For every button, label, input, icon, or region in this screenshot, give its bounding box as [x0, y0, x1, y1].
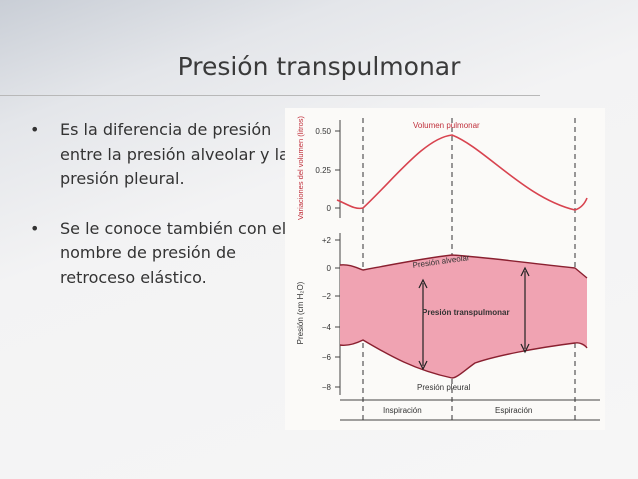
- y-tick-label: 0: [327, 204, 332, 213]
- y-tick-label: 0.25: [315, 166, 331, 175]
- transpulmonary-label: Presión transpulmonar: [422, 308, 510, 317]
- volume-curve: [336, 134, 588, 211]
- span-arrows: [418, 266, 530, 371]
- figure: Volumen pulmonar Presión alveolar Presió…: [285, 108, 605, 430]
- bullet-list: Es la diferencia de presión entre la pre…: [22, 118, 292, 315]
- pleural-curve: [339, 339, 588, 379]
- bullet: Es la diferencia de presión entre la pre…: [30, 118, 292, 192]
- y-tick-label: −4: [322, 323, 332, 332]
- y-tick-label: −2: [322, 292, 332, 301]
- title-rule: [0, 95, 540, 96]
- top-axis-label: Variaciones del volumen (litros): [296, 115, 305, 220]
- expiration-label: Espiración: [495, 406, 532, 415]
- bullet: Se le conoce también con el nombre de pr…: [30, 217, 292, 291]
- y-tick-label: −8: [322, 383, 332, 392]
- y-tick-label: 0: [327, 264, 332, 273]
- bottom-axis-label: Presión (cm H₂O): [296, 281, 305, 344]
- volume-label: Volumen pulmonar: [413, 121, 480, 130]
- y-tick-label: −6: [322, 353, 332, 362]
- y-tick-label: 0.50: [315, 127, 331, 136]
- y-tick-label: +2: [322, 236, 332, 245]
- pleural-label: Presión pleural: [417, 383, 471, 392]
- inspiration-label: Inspiración: [383, 406, 422, 415]
- slide-title: Presión transpulmonar: [177, 52, 461, 81]
- alveolar-curve: [339, 254, 588, 279]
